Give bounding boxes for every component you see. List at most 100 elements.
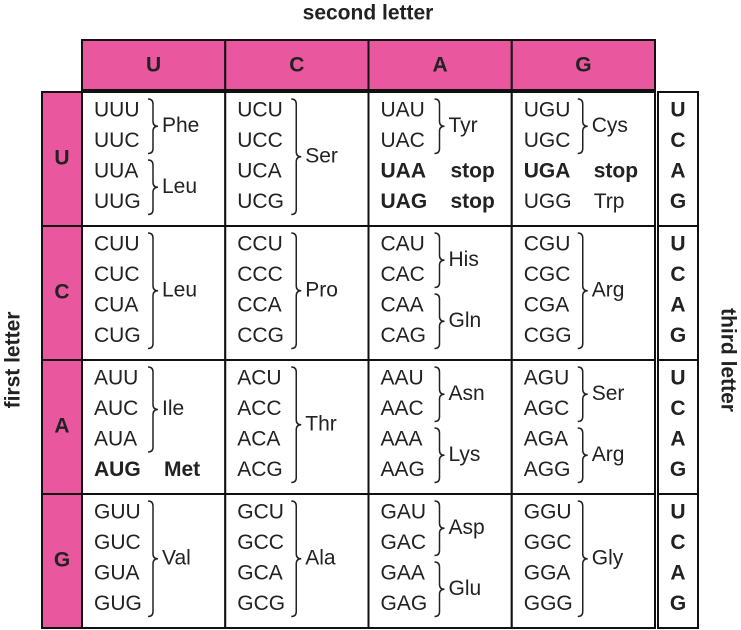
codon: CGU [524, 233, 571, 256]
codon: ACG [237, 458, 283, 481]
codon: UCG [237, 190, 284, 213]
amino-acid: Ser [592, 382, 625, 405]
brace [577, 232, 588, 350]
brace [147, 366, 159, 453]
codon: CCU [237, 233, 283, 256]
third-letter-cell [657, 91, 699, 227]
codon: GUU [94, 501, 141, 524]
third-letter: U [670, 99, 685, 122]
first-letter-label: first letter [2, 312, 25, 409]
third-letter: A [670, 562, 685, 585]
brace [434, 366, 445, 423]
column-header: A [433, 54, 448, 77]
codon: UUG [94, 190, 141, 213]
codon: UGC [524, 129, 571, 152]
third-letter: C [670, 397, 685, 420]
third-letter: U [670, 367, 685, 390]
third-letter-cell [657, 359, 699, 495]
brace [291, 232, 302, 350]
amino-acid: Glu [449, 577, 482, 600]
third-letter-cell [657, 493, 699, 629]
cell [510, 91, 656, 227]
codon: GUG [94, 592, 142, 615]
brace [434, 293, 445, 350]
third-letter: A [670, 428, 685, 451]
codon: CAC [381, 263, 425, 286]
row-header-cell [41, 493, 83, 629]
amino-acid: Lys [449, 443, 481, 466]
codon: GUC [94, 531, 141, 554]
third-letter: A [670, 294, 685, 317]
brace [291, 98, 302, 216]
amino-acid: Ala [305, 546, 336, 569]
codon: CUC [94, 263, 140, 286]
codon: CUA [94, 294, 138, 317]
codon: AAG [381, 458, 425, 481]
codon: CGC [524, 263, 571, 286]
amino-acid: Arg [592, 278, 625, 301]
brace [577, 98, 588, 155]
codon: UUC [94, 129, 140, 152]
codon: UCA [237, 160, 281, 183]
brace [434, 232, 445, 289]
row-header-cell [41, 225, 83, 361]
amino-acid: Gln [449, 309, 482, 332]
codon: CAG [381, 324, 427, 347]
codon: AUA [94, 428, 137, 451]
codon: UCU [237, 99, 283, 122]
codon: ACC [237, 397, 281, 420]
amino-acid: Ser [305, 144, 338, 167]
brace [147, 159, 159, 216]
codon: UAA [381, 160, 427, 183]
codon: GGU [524, 501, 572, 524]
codon: UAC [381, 129, 425, 152]
codon: GAA [381, 562, 425, 585]
codon: ACA [237, 428, 280, 451]
brace [291, 366, 302, 484]
column-header-cell [81, 39, 227, 91]
codon: AGG [524, 458, 571, 481]
codon: CUG [94, 324, 141, 347]
amino-acid: Leu [162, 278, 197, 301]
amino-acid: Leu [162, 175, 197, 198]
amino-acid: Thr [305, 412, 337, 435]
codon: GAC [381, 531, 427, 554]
codon: AGC [524, 397, 570, 420]
codon: UUA [94, 160, 138, 183]
codon: GCA [237, 562, 283, 585]
codon: CAU [381, 233, 425, 256]
third-letter: U [670, 501, 685, 524]
codon: AUC [94, 397, 138, 420]
amino-acid: Arg [592, 443, 625, 466]
codon: CAA [381, 294, 424, 317]
brace [147, 500, 159, 618]
codon: UAG [381, 190, 428, 213]
third-letter-cell [657, 225, 699, 361]
codon: GCU [237, 501, 284, 524]
codon: GGC [524, 531, 572, 554]
amino-acid: Met [164, 458, 200, 481]
brace [577, 366, 588, 423]
amino-acid: stop [594, 160, 638, 183]
brace [434, 427, 445, 484]
brace [291, 500, 302, 618]
amino-acid: Ile [162, 397, 184, 420]
codon: CCA [237, 294, 281, 317]
third-letter-label: third letter [716, 308, 739, 412]
codon: GAG [381, 592, 428, 615]
brace [434, 561, 445, 618]
codon: CGG [524, 324, 572, 347]
codon: AUU [94, 367, 138, 390]
third-letter: C [670, 129, 685, 152]
brace [434, 98, 445, 155]
third-letter: G [670, 190, 686, 213]
codon: CUU [94, 233, 140, 256]
third-letter: G [670, 458, 686, 481]
third-letter: A [670, 160, 685, 183]
amino-acid: Pro [305, 278, 338, 301]
codon: AAU [381, 367, 424, 390]
codon: AGU [524, 367, 570, 390]
row-header: G [54, 549, 70, 572]
codon: AGA [524, 428, 568, 451]
codon: UGU [524, 99, 571, 122]
